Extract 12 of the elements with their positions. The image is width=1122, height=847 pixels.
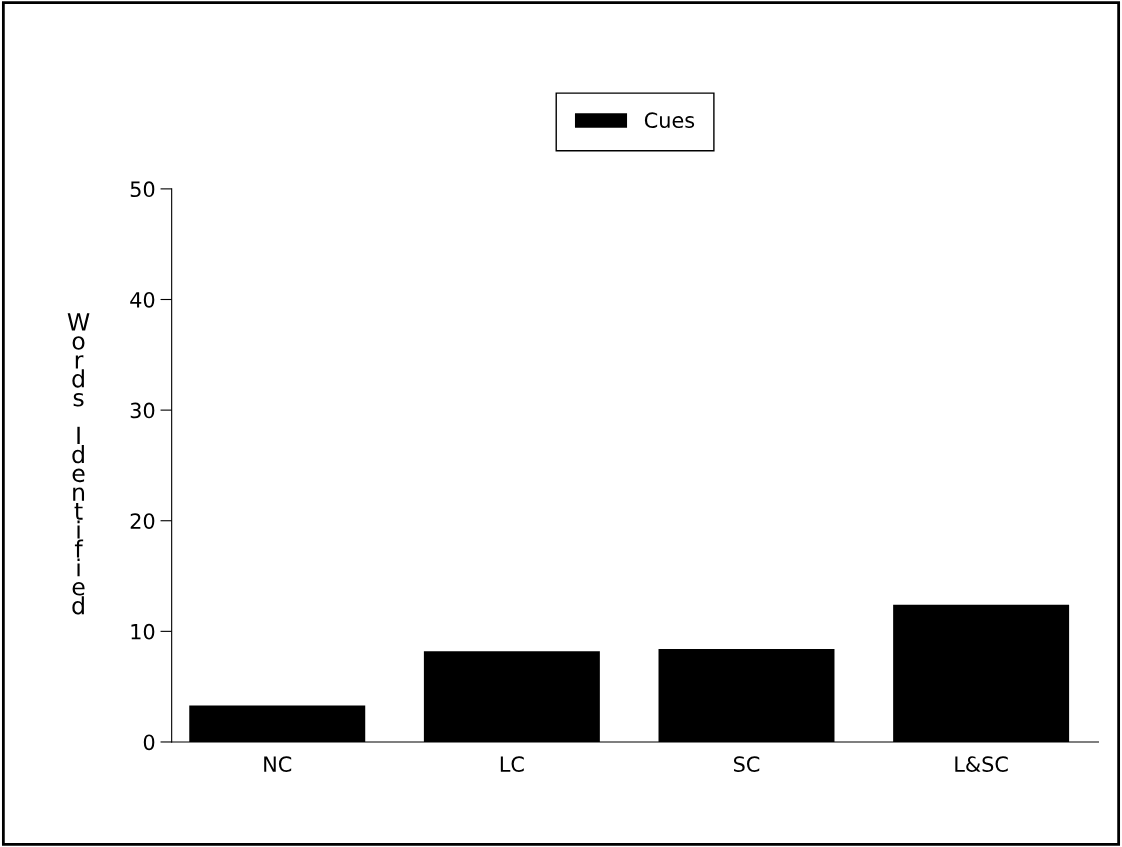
x-tick-label: SC bbox=[733, 756, 760, 772]
y-tick-label: 10 bbox=[131, 623, 155, 640]
y-tick-label: 20 bbox=[130, 513, 155, 529]
y-tick-label: 0 bbox=[143, 734, 155, 751]
y-tick-label: 30 bbox=[130, 402, 155, 419]
x-tick-label: LC bbox=[500, 756, 524, 772]
y-tick-label: 50 bbox=[130, 181, 155, 198]
x-tick-label: L&SC bbox=[955, 756, 1008, 772]
x-tick-label: NC bbox=[264, 756, 292, 772]
text: Words Identified bbox=[67, 313, 90, 615]
legend-label: Cues bbox=[644, 112, 695, 129]
y-tick-label: 40 bbox=[130, 291, 155, 308]
